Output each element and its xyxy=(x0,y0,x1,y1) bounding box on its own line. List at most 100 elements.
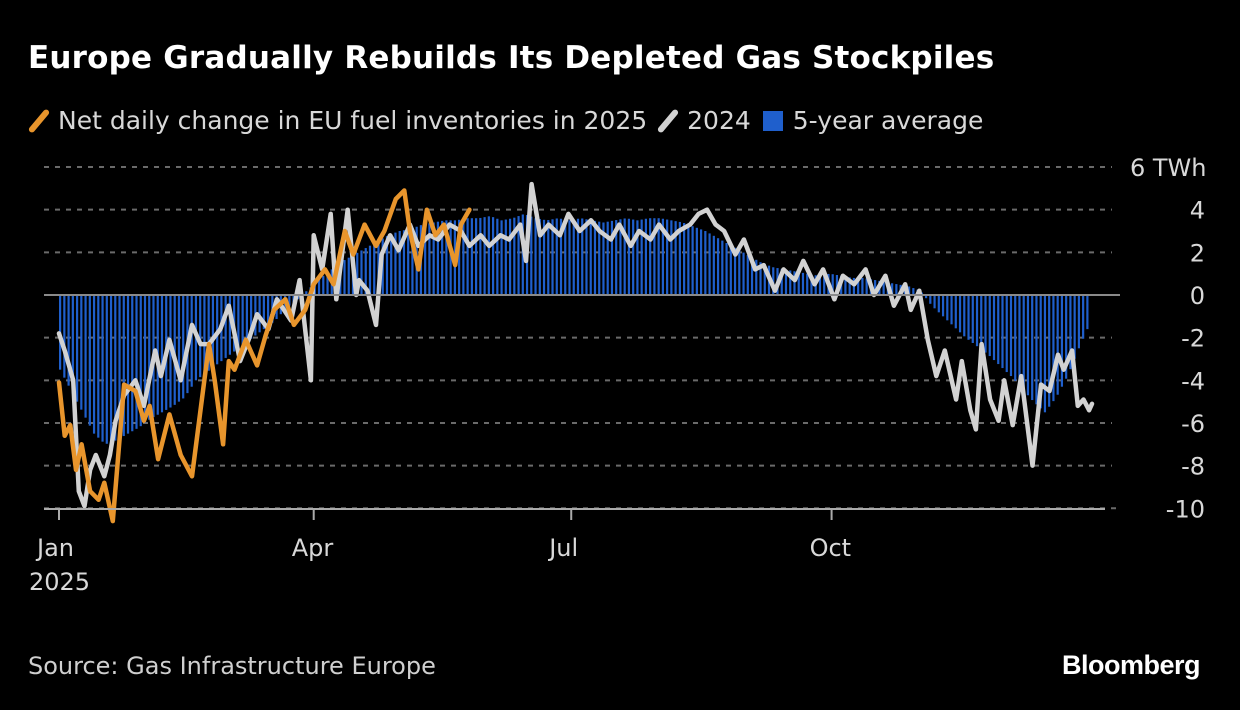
avg-bar xyxy=(929,295,932,304)
legend-label-2025: Net daily change in EU fuel inventories … xyxy=(58,106,648,135)
avg-bar xyxy=(394,232,397,295)
avg-bar xyxy=(967,295,970,340)
avg-bar xyxy=(946,295,949,321)
avg-bar xyxy=(666,219,669,295)
avg-bar xyxy=(729,245,732,295)
avg-bar xyxy=(1005,295,1008,373)
avg-bar xyxy=(793,271,796,295)
avg-bar xyxy=(237,295,240,349)
avg-bar xyxy=(908,286,911,295)
avg-bar xyxy=(755,259,758,295)
avg-bar xyxy=(568,220,571,295)
avg-bar xyxy=(695,227,698,295)
avg-bar xyxy=(258,295,261,333)
bloomberg-logo: Bloomberg xyxy=(1061,650,1201,680)
avg-bar xyxy=(721,240,724,295)
avg-bar xyxy=(912,288,915,295)
avg-bar xyxy=(627,218,631,295)
avg-bar xyxy=(678,221,681,295)
avg-bar xyxy=(373,243,376,295)
avg-bar xyxy=(865,278,868,295)
avg-bar xyxy=(623,218,626,295)
avg-bar xyxy=(789,270,792,295)
legend: Net daily change in EU fuel inventories … xyxy=(27,106,983,135)
avg-bar xyxy=(1086,295,1089,330)
avg-bar xyxy=(126,295,130,434)
avg-bar xyxy=(534,218,537,295)
avg-bar xyxy=(479,217,482,295)
avg-bar xyxy=(937,295,940,313)
avg-bar xyxy=(585,219,588,295)
avg-bar xyxy=(555,218,558,295)
avg-bar xyxy=(92,295,96,434)
avg-bar xyxy=(975,295,979,347)
avg-bar xyxy=(984,295,987,353)
avg-bar xyxy=(101,295,104,442)
avg-bar xyxy=(483,217,486,295)
avg-bar xyxy=(1052,295,1055,402)
avg-bar xyxy=(971,295,974,343)
avg-bar xyxy=(657,218,660,295)
y-tick-label: -10 xyxy=(1166,495,1205,523)
avg-bar xyxy=(177,295,181,402)
avg-bar xyxy=(114,295,117,441)
avg-bar xyxy=(861,277,864,295)
avg-bar xyxy=(750,257,754,295)
avg-bar xyxy=(475,218,478,295)
series-2025-line xyxy=(56,188,472,524)
avg-bar xyxy=(963,295,966,337)
avg-bar xyxy=(1039,295,1042,409)
avg-bar xyxy=(988,295,991,357)
avg-bar xyxy=(818,275,822,295)
avg-bar xyxy=(368,245,372,295)
avg-bar xyxy=(538,219,541,295)
legend-label-2024: 2024 xyxy=(687,106,751,135)
avg-bar xyxy=(148,295,151,420)
avg-bar xyxy=(882,281,885,295)
avg-bar xyxy=(250,295,253,339)
y-tick-label: -6 xyxy=(1181,410,1205,438)
avg-bar xyxy=(385,236,389,295)
avg-bar xyxy=(432,222,435,295)
avg-bar xyxy=(1048,295,1051,407)
avg-bar xyxy=(712,235,715,295)
avg-bar xyxy=(530,216,533,295)
avg-bar xyxy=(135,295,138,429)
avg-bar xyxy=(424,224,427,295)
avg-bar xyxy=(1065,295,1068,379)
avg-bar xyxy=(708,233,711,295)
avg-bar xyxy=(1022,295,1025,391)
y-tick-label: 0 xyxy=(1190,282,1205,310)
avg-bar xyxy=(725,243,728,295)
avg-bar xyxy=(602,222,605,295)
avg-bar xyxy=(513,217,516,295)
avg-bar xyxy=(746,255,749,295)
avg-bar xyxy=(924,295,928,299)
avg-bar xyxy=(445,220,448,295)
avg-bar xyxy=(542,219,546,295)
y-tick-label: -8 xyxy=(1181,453,1205,481)
avg-bar xyxy=(950,295,953,325)
avg-bar xyxy=(436,221,440,295)
avg-bar xyxy=(1035,295,1038,405)
avg-bar xyxy=(317,279,321,295)
avg-bar xyxy=(228,295,231,355)
avg-bar xyxy=(63,295,66,378)
avg-bar xyxy=(844,276,847,295)
avg-bars xyxy=(59,214,1089,444)
avg-bar xyxy=(1082,295,1085,339)
avg-bar xyxy=(364,248,367,295)
avg-bar xyxy=(411,228,414,295)
avg-bar xyxy=(772,267,775,295)
avg-bar xyxy=(1073,295,1076,359)
avg-bar xyxy=(857,277,860,295)
avg-bar xyxy=(1069,295,1072,370)
avg-bar xyxy=(636,220,639,295)
series-lines xyxy=(56,181,1095,524)
avg-bar xyxy=(105,295,108,444)
avg-bar xyxy=(559,218,563,295)
avg-bar xyxy=(326,272,329,295)
avg-bar xyxy=(831,274,834,295)
avg-bar xyxy=(80,295,83,410)
avg-bar xyxy=(71,295,74,394)
